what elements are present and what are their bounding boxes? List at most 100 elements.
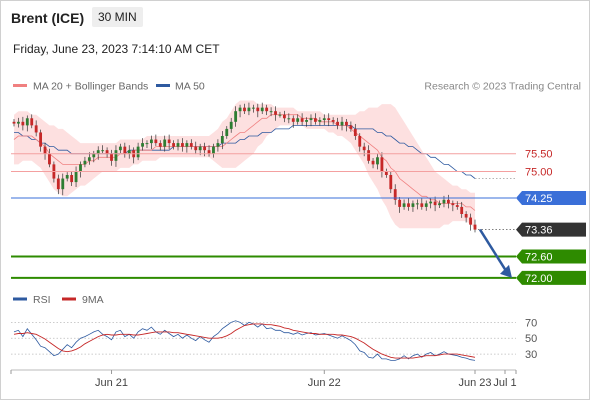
x-axis-ticks: Jun 21 Jun 22 Jun 23 Jul 1: [10, 370, 517, 389]
level-last: 73.36: [478, 222, 586, 237]
candle: [260, 102, 264, 115]
candle: [287, 113, 291, 124]
timeframe-badge[interactable]: 30 MIN: [92, 7, 143, 27]
rsi-line: [13, 320, 476, 361]
level-label: 72.60: [525, 252, 553, 264]
candle: [172, 140, 175, 150]
ma50-legend-swatch: [156, 84, 170, 87]
candle: [79, 161, 82, 178]
rsi-ma-line: [13, 323, 476, 359]
candle: [318, 117, 322, 126]
x-tick-label: Jun 21: [95, 377, 128, 389]
candle: [336, 117, 340, 130]
candle: [207, 145, 211, 157]
candle: [17, 117, 20, 128]
candle: [216, 139, 220, 152]
candle: [314, 113, 317, 125]
candle: [438, 200, 441, 208]
candle: [181, 138, 184, 152]
forecast-arrow: [478, 228, 512, 278]
candle: [411, 200, 415, 212]
candle: [327, 113, 331, 127]
candle: [167, 134, 171, 150]
candle: [212, 143, 215, 158]
candle: [384, 168, 388, 178]
level-resistance: 75.50: [11, 149, 553, 161]
candle: [274, 106, 277, 121]
candle: [189, 139, 193, 150]
candle: [234, 106, 238, 127]
candle: [424, 200, 428, 211]
candle: [48, 148, 51, 168]
level-support: 72.00: [11, 270, 586, 285]
candle: [194, 141, 198, 155]
level-label: 75.50: [525, 149, 553, 161]
candle: [118, 143, 122, 154]
candle: [380, 152, 384, 178]
candle: [429, 197, 433, 209]
candle: [12, 118, 16, 127]
candle: [349, 121, 353, 132]
candle: [61, 173, 65, 196]
candle: [402, 199, 406, 210]
candle: [464, 211, 468, 223]
candle: [238, 104, 242, 118]
candle: [407, 198, 410, 211]
ma20-line: [13, 114, 476, 211]
candle: [21, 116, 25, 131]
candle: [353, 123, 357, 140]
candle: [163, 135, 167, 152]
candle: [415, 199, 419, 210]
candle: [185, 140, 189, 153]
candle: [176, 139, 180, 151]
candle: [455, 201, 459, 210]
candle: [300, 113, 304, 126]
candle: [309, 114, 313, 127]
rsi-legend-label: RSI: [33, 294, 51, 306]
x-tick-label: Jul 1: [493, 377, 516, 389]
candle: [433, 196, 437, 212]
candle: [136, 142, 140, 161]
candle: [247, 102, 251, 116]
candle: [30, 114, 34, 129]
rsi-ma-legend-swatch: [62, 297, 76, 301]
candle: [269, 107, 273, 117]
candle: [34, 120, 38, 137]
level-label: 72.00: [525, 273, 553, 285]
rsi-plot: 70 50 30: [11, 317, 537, 361]
level-pivot: 74.25: [11, 191, 586, 206]
bollinger-band: [14, 100, 475, 229]
candle: [243, 103, 246, 115]
candle: [331, 117, 335, 125]
ma20-legend-label: MA 20 + Bollinger Bands: [33, 81, 148, 93]
candle: [96, 146, 100, 160]
candle: [251, 104, 255, 113]
level-resistance: 75.00: [11, 166, 553, 178]
candle: [367, 145, 371, 164]
level-label: 75.00: [525, 166, 553, 178]
candle: [25, 115, 29, 132]
candle: [265, 104, 269, 116]
candle: [158, 140, 162, 151]
rsi-tick-label: 70: [525, 317, 537, 329]
candle: [123, 142, 127, 158]
candle: [469, 213, 472, 231]
candle: [322, 114, 326, 126]
candle: [389, 171, 393, 194]
candle: [256, 103, 260, 118]
candle: [371, 157, 375, 169]
candle: [345, 118, 348, 132]
rsi-legend-swatch: [13, 297, 27, 301]
candle: [105, 147, 109, 158]
candle: [358, 133, 362, 152]
candle: [149, 135, 153, 150]
candle: [278, 111, 282, 118]
rsi-tick-label: 30: [525, 349, 537, 361]
candle: [92, 150, 96, 163]
chart-datetime: Friday, June 23, 2023 7:14:10 AM CET: [13, 42, 220, 56]
candle: [446, 194, 450, 209]
candle: [296, 114, 300, 125]
price-plot: [12, 100, 516, 233]
level-lines: 75.50 75.00 74.25 73.36 72.60 72.00: [11, 149, 586, 285]
